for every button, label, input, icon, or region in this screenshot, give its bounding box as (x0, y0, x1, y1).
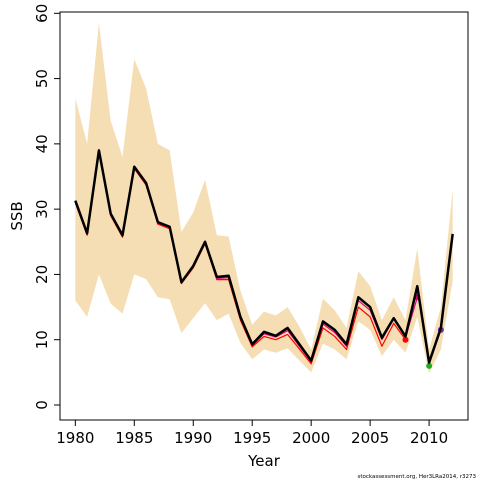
plot-frame (59, 11, 469, 421)
y-tick-label: 30 (33, 200, 51, 219)
x-tick-label: 2000 (292, 429, 330, 447)
y-axis-label: SSB (8, 201, 26, 230)
x-axis-label: Year (247, 452, 281, 470)
confidence-band (75, 23, 453, 374)
y-tick-label: 40 (33, 134, 51, 153)
y-tick-label: 60 (33, 4, 51, 23)
end-point (426, 362, 433, 369)
series-line (74, 149, 454, 364)
end-point (402, 336, 409, 343)
y-tick-label: 50 (33, 69, 51, 88)
x-tick-label: 1990 (174, 429, 212, 447)
y-tick-label: 20 (33, 265, 51, 284)
x-tick-label: 2005 (351, 429, 389, 447)
y-tick-label: 10 (33, 330, 51, 349)
y-tick-label: 0 (33, 400, 51, 410)
x-tick-label: 1985 (115, 429, 153, 447)
x-tick-label: 1995 (233, 429, 271, 447)
x-tick-label: 2010 (410, 429, 448, 447)
footnote: stockassessment.org, Her3LRa2014, r3273 (357, 474, 476, 480)
x-tick-label: 1980 (56, 429, 94, 447)
